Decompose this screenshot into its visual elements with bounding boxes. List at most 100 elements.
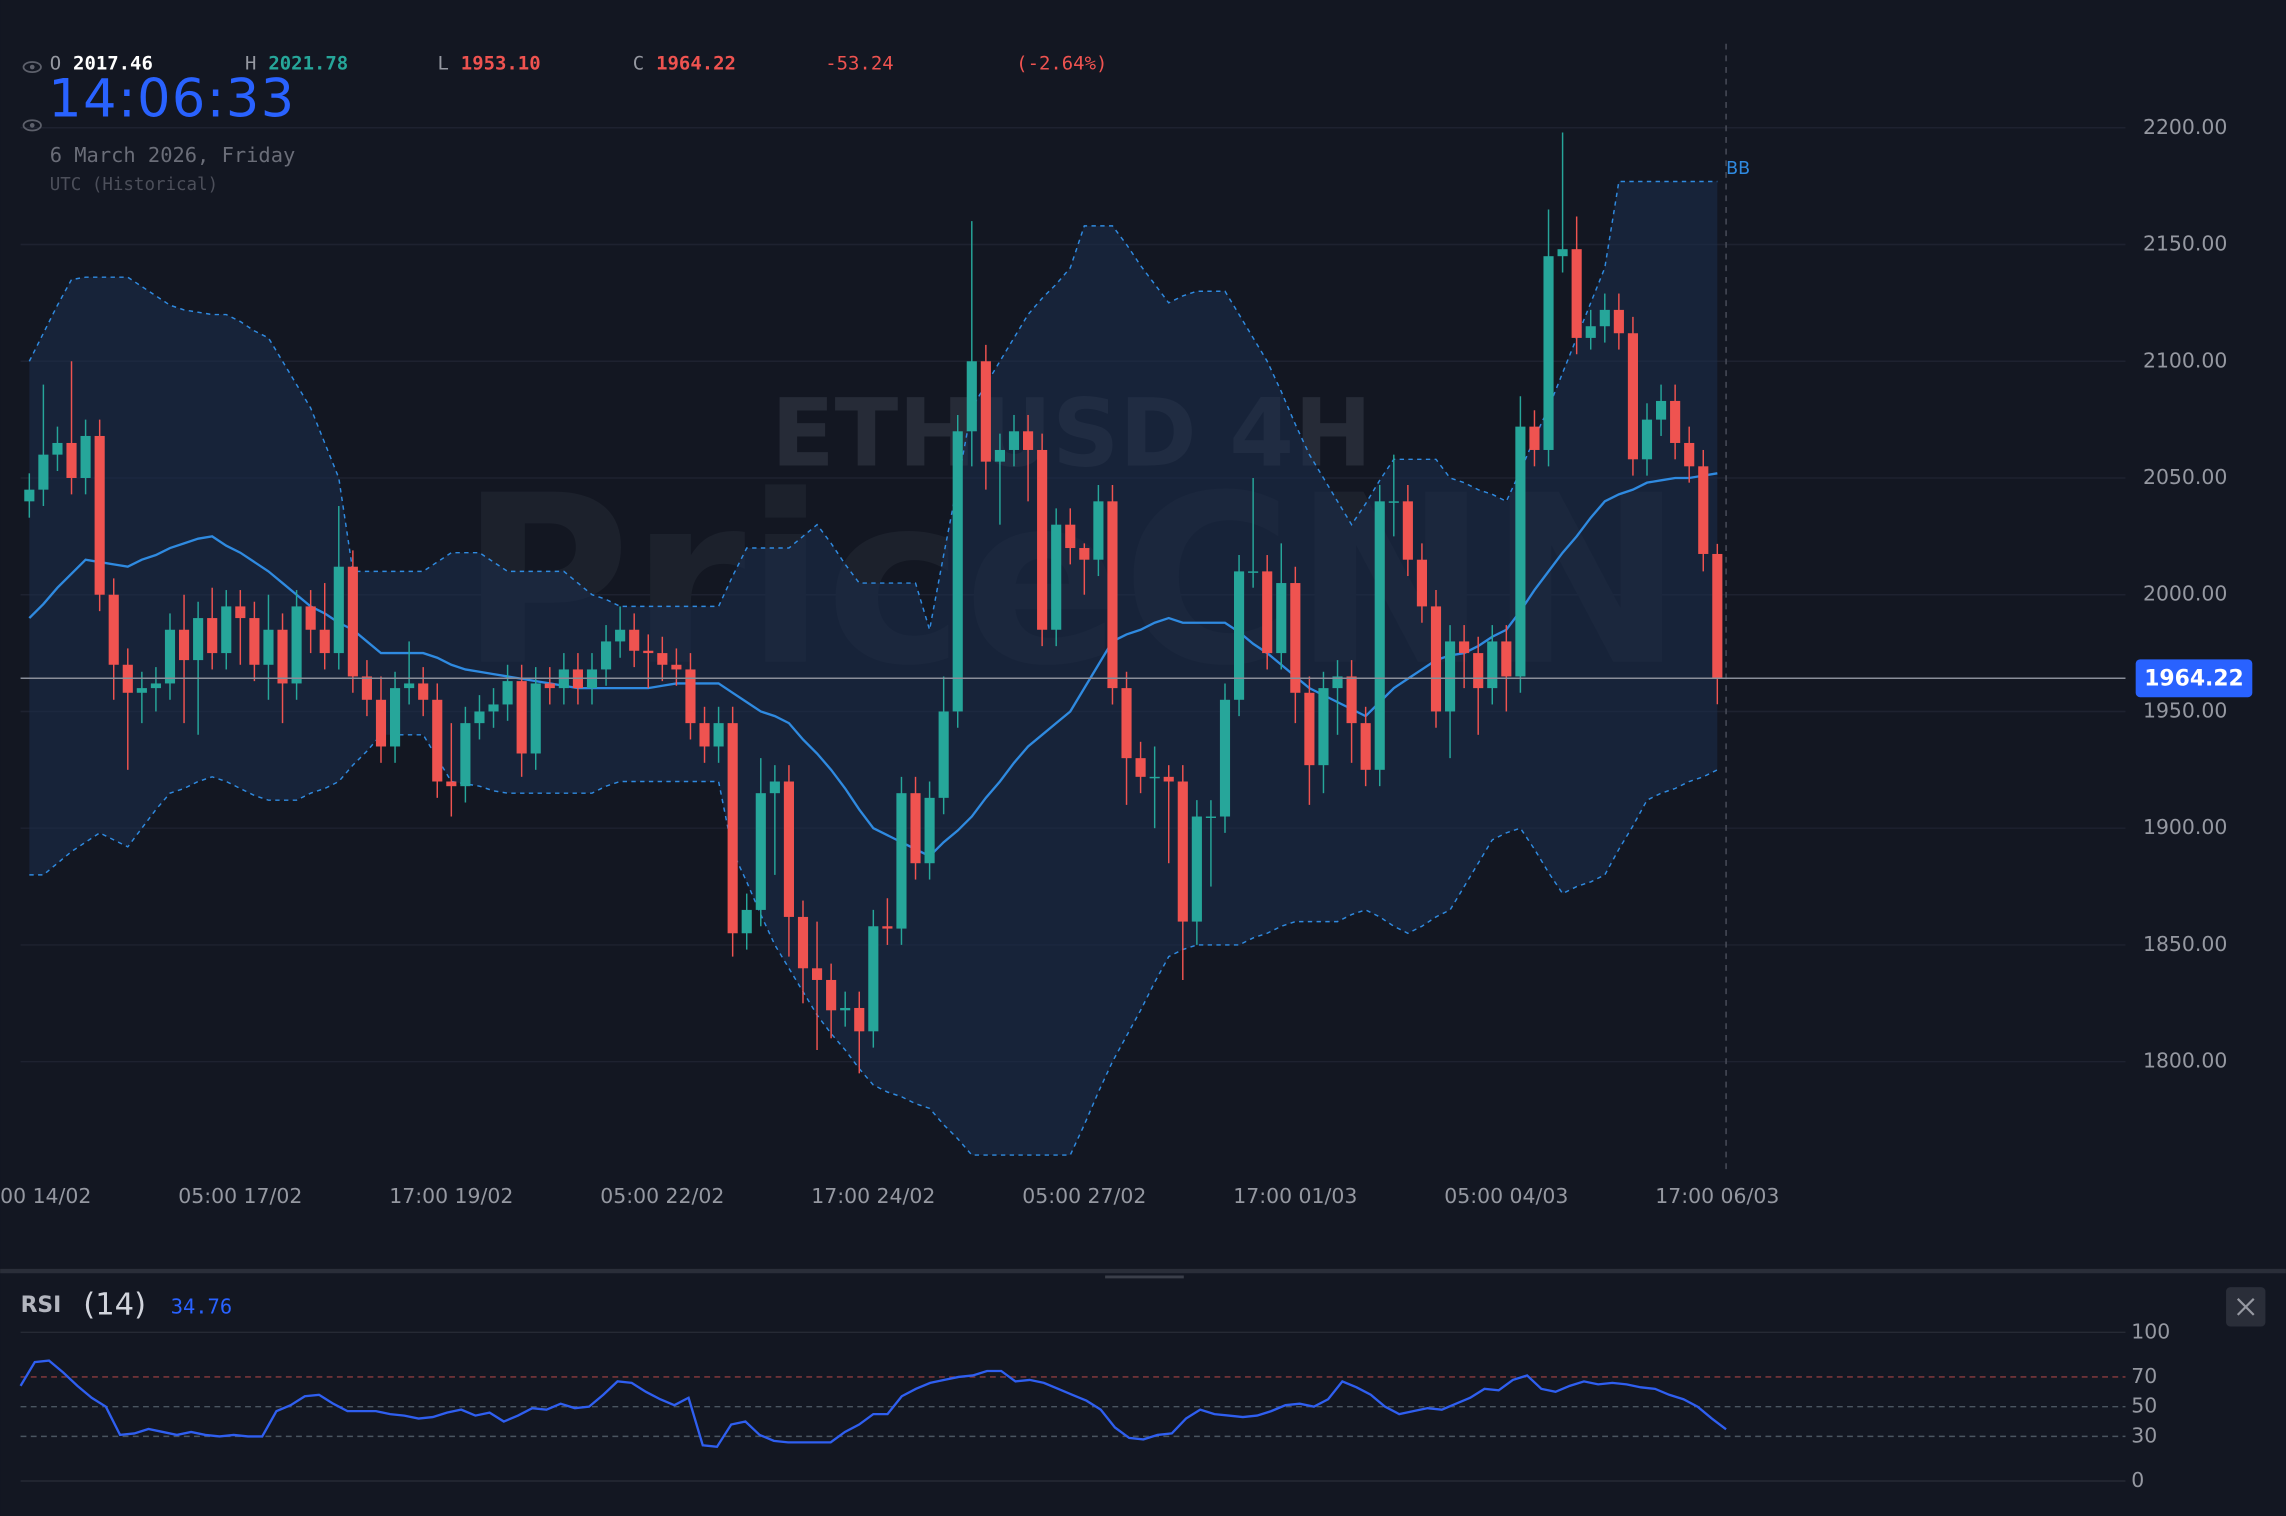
change-percent: (-2.64%) [1016, 53, 1107, 75]
candle-body [1473, 653, 1484, 689]
candle-body [1416, 559, 1427, 607]
candle-body [1233, 571, 1245, 700]
candle-body [460, 723, 471, 787]
candle-body [938, 711, 949, 798]
candle-body [1515, 426, 1526, 677]
rsi-pane: RSI (14) 34.76 100 70 50 30 0 [19, 1288, 2170, 1492]
candle-body [1388, 501, 1399, 503]
candle-body [347, 566, 358, 677]
candle-body [1304, 692, 1315, 766]
candle-body [1177, 781, 1188, 922]
bb-lower [29, 734, 1718, 1156]
candle-body [1022, 431, 1034, 450]
candle-body [1402, 501, 1413, 560]
candle-body [699, 723, 710, 747]
candle-body [1430, 606, 1442, 712]
candle-body [38, 454, 49, 490]
candle-body [1698, 466, 1709, 554]
candle-body [52, 442, 63, 455]
candle-body [221, 606, 232, 654]
candle-body [868, 926, 879, 1032]
x-tick-label: 17:00 19/02 [389, 1184, 513, 1208]
candle-body [1627, 333, 1638, 460]
candle-body [488, 704, 499, 712]
candle-body [882, 926, 893, 929]
candle-body [1346, 676, 1357, 724]
candle-body [305, 606, 316, 630]
ohlc-legend: O 2017.46 H 2021.78 L 1953.10 C 1964.22 [50, 53, 736, 75]
candle-body [432, 699, 443, 782]
x-tick-label: 17:00 01/03 [1233, 1184, 1357, 1208]
legend-value: 2017.46 [73, 53, 153, 75]
rsi-tick-label: 100 [2131, 1319, 2170, 1343]
candle-body [854, 1007, 865, 1032]
legend-value: 1964.22 [656, 53, 736, 75]
candle-body [263, 629, 274, 665]
candle-body [446, 781, 457, 787]
rsi-period: (14) [83, 1288, 146, 1323]
candle-body [600, 641, 612, 670]
x-tick-label: 05:00 22/02 [600, 1184, 724, 1208]
y-tick-label: 2050.00 [2143, 465, 2227, 489]
candle-body [741, 909, 752, 934]
change: -53.24 [825, 53, 893, 75]
candle-body [207, 618, 218, 654]
candle-body [1079, 548, 1090, 560]
candle-body [629, 629, 640, 651]
date: 6 March 2026, Friday [50, 143, 296, 167]
candle-body [319, 629, 330, 654]
candle-body [418, 683, 429, 700]
candle-body [544, 683, 555, 689]
candle-body [1613, 309, 1624, 334]
bb-upper [28, 180, 1718, 630]
candle-body [1219, 699, 1231, 817]
candle-body [94, 435, 105, 595]
timezone: UTC (Historical) [50, 175, 218, 195]
candle-body [80, 435, 91, 478]
candle-body [474, 711, 485, 724]
candle-body [516, 681, 527, 754]
candle-body [671, 664, 682, 670]
candle-body [66, 442, 77, 478]
candle-body [1163, 776, 1174, 782]
candle-body [1585, 326, 1596, 338]
candle-body [1571, 249, 1582, 338]
candle-body [826, 979, 837, 1011]
candle-body [615, 629, 626, 642]
close-button[interactable] [2226, 1287, 2266, 1327]
y-tick-label: 2150.00 [2143, 232, 2227, 256]
candle-body [1459, 641, 1470, 654]
candle-body [1641, 419, 1653, 460]
candle-body [1135, 758, 1146, 777]
candle-body [755, 793, 766, 910]
candle-body [404, 683, 415, 689]
candles [24, 132, 1723, 1074]
candle-body [1093, 501, 1104, 560]
candle-body [1374, 501, 1385, 770]
candle-body [1487, 641, 1498, 689]
candle-body [994, 449, 1005, 462]
candle-body [235, 606, 246, 619]
eye-icon[interactable] [22, 119, 42, 132]
eye-icon[interactable] [22, 61, 42, 74]
candle-body [1543, 256, 1554, 450]
rsi-tick-label: 0 [2131, 1468, 2144, 1492]
candle-body [1501, 641, 1512, 677]
candle-body [1008, 431, 1020, 450]
candle-body [1191, 816, 1202, 922]
legend-value: 1953.10 [461, 53, 541, 75]
x-tick-label: 05:00 27/02 [1022, 1184, 1146, 1208]
y-tick-label: 2000.00 [2143, 582, 2227, 606]
candle-body [797, 916, 809, 969]
candle-body [1290, 583, 1301, 693]
rsi-line [19, 1359, 1727, 1449]
candle-body [1599, 309, 1610, 327]
rsi-tick-label: 50 [2131, 1394, 2157, 1418]
candle-body [1262, 571, 1273, 654]
legend-key: H [245, 53, 256, 75]
candle-body [178, 629, 190, 661]
candle-body [150, 683, 161, 689]
candle-body [136, 688, 147, 693]
